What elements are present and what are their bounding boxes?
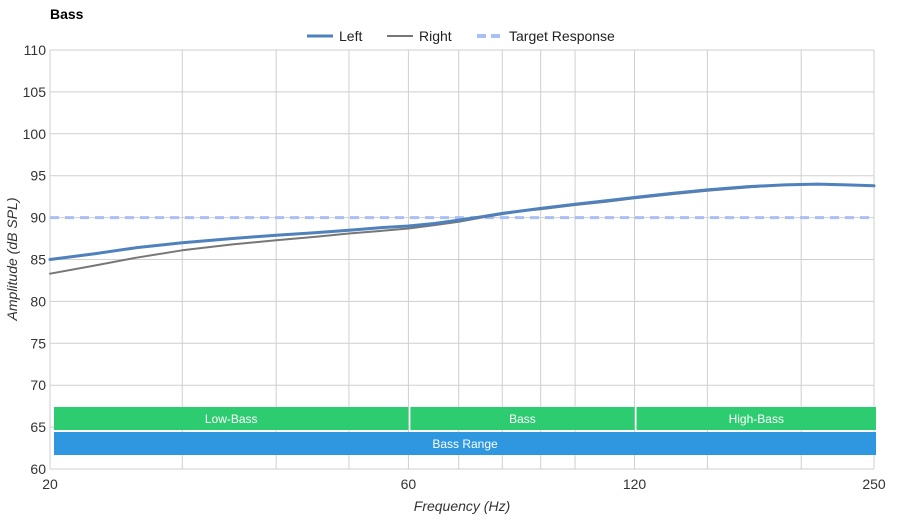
band-label: Bass bbox=[509, 412, 536, 426]
x-tick-label: 250 bbox=[862, 476, 886, 492]
y-tick-label: 75 bbox=[30, 335, 46, 351]
legend-label: Target Response bbox=[509, 28, 615, 44]
x-tick-label: 60 bbox=[401, 476, 417, 492]
x-tick-label: 20 bbox=[42, 476, 58, 492]
grid bbox=[49, 49, 875, 470]
frequency-bands: Low-Bass Bass High-Bass Bass Range bbox=[54, 407, 876, 455]
x-tick-label: 120 bbox=[623, 476, 647, 492]
y-tick-label: 90 bbox=[30, 210, 46, 226]
y-tick-label: 80 bbox=[30, 293, 46, 309]
band-label: Low-Bass bbox=[205, 412, 258, 426]
y-tick-label: 100 bbox=[23, 126, 47, 142]
series-line-left bbox=[48, 182, 876, 261]
y-tick-label: 85 bbox=[30, 252, 46, 268]
y-tick-label: 110 bbox=[24, 42, 47, 58]
band-rect-bass-range bbox=[54, 432, 876, 455]
band-rect-high-bass bbox=[636, 407, 876, 430]
y-axis-label: Amplitude (dB SPL) bbox=[4, 198, 20, 322]
band-rect-low-bass bbox=[54, 407, 409, 430]
y-tick-label: 105 bbox=[23, 84, 47, 100]
band-rect-bass bbox=[410, 407, 635, 430]
chart-title: Bass bbox=[50, 6, 84, 22]
legend-label: Right bbox=[419, 28, 452, 44]
band-label: Bass Range bbox=[432, 437, 498, 451]
y-tick-label: 65 bbox=[30, 419, 46, 435]
series-lines bbox=[48, 182, 876, 275]
legend-label: Left bbox=[339, 28, 362, 44]
y-tick-label: 60 bbox=[30, 461, 46, 477]
x-axis-label: Frequency (Hz) bbox=[414, 498, 510, 514]
band-label: High-Bass bbox=[729, 412, 784, 426]
series-line-right bbox=[49, 183, 875, 275]
y-tick-label: 95 bbox=[30, 168, 46, 184]
legend: Left Right Target Response bbox=[307, 28, 615, 44]
y-tick-label: 70 bbox=[30, 377, 46, 393]
